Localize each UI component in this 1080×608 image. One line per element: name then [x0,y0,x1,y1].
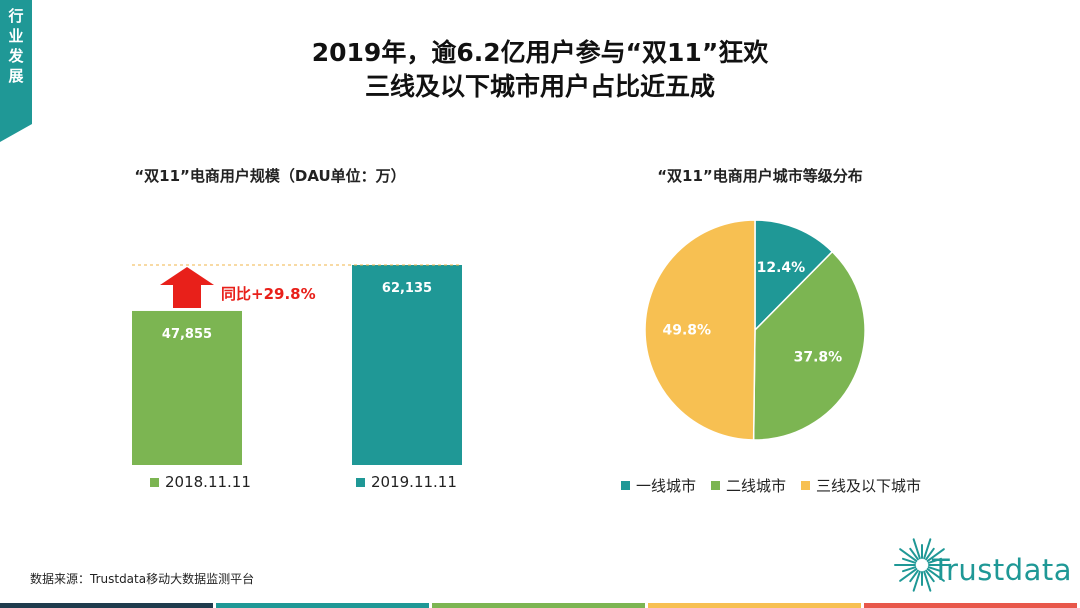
pie-legend-item-tier3: 三线及以下城市 [801,475,921,496]
legend-swatch [711,481,720,490]
logo-ray [912,570,921,592]
page-title: 2019年，逾6.2亿用户参与“双11”狂欢 三线及以下城市用户占比近五成 [0,36,1080,104]
bar-2019.11.11 [352,265,462,465]
pie-chart: 12.4% 37.8% 49.8% [644,219,866,441]
bar-legend-item-2019: 2019.11.11 [356,473,457,491]
legend-label: 2018.11.11 [165,473,251,491]
logo-burst-icon [894,538,950,592]
legend-swatch [801,481,810,490]
logo-ray [925,547,935,561]
legend-swatch [621,481,630,490]
logo-ray [926,548,945,562]
bar-value-label: 47,855 [162,327,212,342]
legend-swatch [150,477,159,487]
logo-ray [909,569,919,583]
pie-legend-item-tier2: 二线城市 [711,475,786,496]
pie-legend-item-tier1: 一线城市 [621,475,696,496]
growth-arrow-icon [160,267,214,308]
logo-ray [901,566,917,573]
legend-swatch [356,477,365,487]
bar-chart-title: “双11”电商用户规模（DAU单位：万） [134,167,406,185]
pie-slice-3 [644,219,756,441]
logo-ray [923,570,932,592]
bar-legend-item-2018: 2018.11.11 [150,473,251,491]
growth-annotation: 同比+29.8% [221,285,316,303]
page-title-line2: 三线及以下城市用户占比近五成 [364,72,715,101]
logo-ray [926,568,945,582]
bar-value-label: 62,135 [382,281,432,296]
strip-segment [216,603,429,608]
logo-ray [927,557,943,564]
bar-2018.11.11 [132,310,242,465]
section-tab: 行业发展 [0,0,32,142]
strip-segment [0,603,213,608]
logo-ray [923,538,932,560]
logo-ray [901,557,917,564]
pie-slice-2 [752,250,866,441]
pie-slice-label: 49.8% [663,323,712,339]
pie-chart-title: “双11”电商用户城市等级分布 [657,167,863,185]
logo-ray [909,547,919,561]
logo-ray [899,548,918,562]
logo-ray [912,538,921,560]
bottom-color-strip [0,603,1080,608]
logo-ray [927,566,943,573]
section-tab-label: 行业发展 [8,7,24,85]
logo-ray [899,568,918,582]
pie-slice-label: 12.4% [757,260,806,276]
logo-ray [925,569,935,583]
strip-segment [648,603,861,608]
legend-label: 2019.11.11 [371,473,457,491]
trustdata-logo: Trustdata [892,535,1072,595]
data-source-note: 数据来源：Trustdata移动大数据监测平台 [30,572,255,586]
bar-chart: 47,855 62,135 同比+29.8% [132,264,462,465]
strip-segment [864,603,1077,608]
logo-text: Trustdata [932,553,1073,587]
legend-label: 一线城市 [636,477,697,495]
page-title-line1: 2019年，逾6.2亿用户参与“双11”狂欢 [311,38,769,67]
strip-segment [432,603,645,608]
pie-slice-1 [754,219,834,332]
legend-label: 二线城市 [726,477,787,495]
pie-slice-label: 37.8% [794,349,843,365]
legend-label: 三线及以下城市 [816,477,922,495]
